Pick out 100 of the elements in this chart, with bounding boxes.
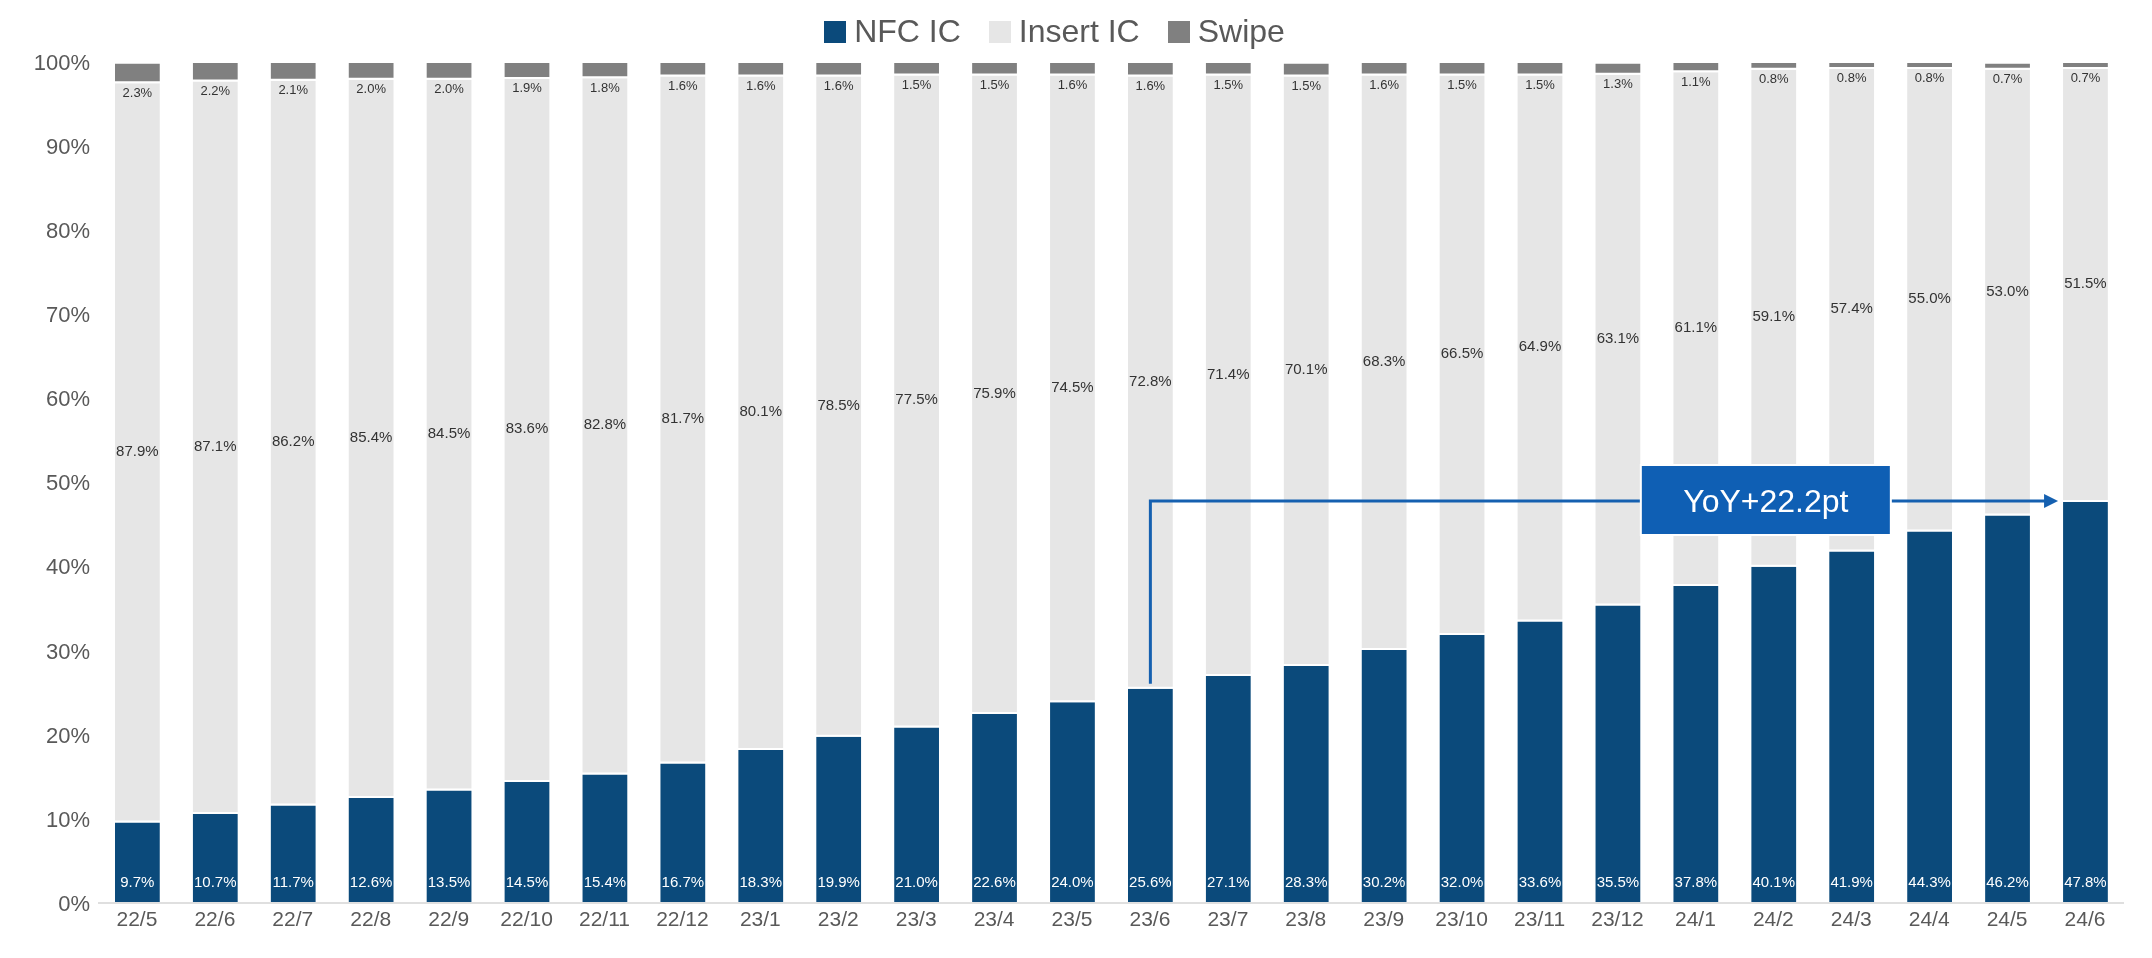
data-label: 2.3% [122,84,153,100]
data-label: 37.8% [1674,872,1718,890]
data-label: 87.1% [194,436,237,454]
data-label: 84.5% [427,424,471,442]
data-label: 82.8% [583,415,627,433]
data-label: 11.7% [272,872,314,890]
x-tick-label: 22/5 [116,906,158,930]
data-label: 22.6% [973,872,1016,890]
data-label: 0.7% [2070,70,2101,86]
y-tick-label: 100% [33,49,90,75]
x-tick-label: 23/3 [895,906,937,930]
data-label: 1.5% [979,77,1010,93]
y-tick-label: 0% [58,890,90,916]
x-tick-label: 23/9 [1363,906,1405,930]
data-label: 70.1% [1284,360,1328,378]
data-label: 51.5% [2064,274,2107,292]
data-label: 1.9% [512,80,543,96]
data-label: 74.5% [1051,377,1094,395]
x-tick-label: 24/2 [1752,906,1794,930]
data-label: 2.0% [434,81,465,97]
data-label: 46.2% [1986,872,2029,890]
legend-label: Swipe [1196,13,1285,50]
x-tick-label: 24/5 [1986,906,2028,930]
data-label: 71.4% [1207,364,1250,382]
y-tick-label: 10% [45,806,90,832]
data-label: 1.6% [1135,77,1166,93]
legend-label: Insert IC [1017,13,1140,50]
data-label: 0.8% [1914,70,1945,86]
data-label: 81.7% [661,408,705,426]
data-label: 1.5% [1447,77,1478,93]
y-tick-label: 40% [45,554,90,580]
x-tick-label: 23/4 [973,906,1015,930]
data-label: 59.1% [1752,307,1796,325]
x-tick-label: 24/4 [1908,906,1950,930]
data-label: 1.5% [1291,77,1322,93]
y-tick-label: 70% [45,302,90,328]
data-label: 2.0% [356,81,387,97]
data-label: 1.5% [1213,77,1244,93]
x-tick-label: 22/10 [500,906,553,930]
x-tick-label: 23/1 [739,906,781,930]
data-label: 25.6% [1129,872,1172,890]
data-label: 1.6% [745,77,777,93]
data-label: 55.0% [1908,289,1951,307]
y-tick-label: 20% [45,722,90,748]
data-label: 66.5% [1440,344,1484,362]
x-tick-label: 22/9 [428,906,470,930]
x-tick-label: 24/1 [1674,906,1716,930]
data-label: 21.0% [895,872,938,890]
data-label: 78.5% [817,395,860,413]
data-label: 15.4% [583,872,627,890]
data-label: 85.4% [349,427,393,445]
data-label: 33.6% [1518,872,1562,890]
data-label: 1.5% [1525,77,1556,93]
x-tick-label: 22/8 [350,906,392,930]
data-label: 44.3% [1908,872,1951,890]
data-label: 9.7% [120,872,155,890]
data-label: 63.1% [1596,329,1640,347]
data-label: 1.6% [668,77,699,93]
y-tick-label: 30% [45,638,90,664]
data-label: 53.0% [1986,281,2029,299]
data-label: 2.2% [200,82,231,98]
annotation: YoY+22.2pt [1683,483,1849,519]
data-label: 13.5% [427,872,471,890]
data-label: 1.6% [823,77,854,93]
data-label: 1.3% [1603,76,1634,92]
legend-label: NFC IC [853,13,961,50]
data-label: 86.2% [271,432,315,450]
data-label: 16.7% [661,872,705,890]
data-label: 28.3% [1284,872,1328,890]
data-label: 12.6% [349,872,393,890]
x-tick-label: 23/7 [1207,906,1249,930]
data-label: 0.8% [1758,71,1790,87]
data-label: 1.8% [590,79,621,95]
y-tick-label: 90% [45,133,90,159]
x-tick-label: 23/2 [817,906,859,930]
data-label: 83.6% [505,419,549,437]
data-label: 1.5% [901,77,932,93]
data-label: 0.8% [1836,70,1867,86]
x-tick-label: 23/6 [1129,906,1171,930]
data-label: 41.9% [1830,872,1873,890]
data-label: 24.0% [1051,872,1094,890]
data-label: 18.3% [739,872,783,890]
data-label: 64.9% [1518,337,1562,355]
data-label: 68.3% [1362,351,1406,369]
data-label: 57.4% [1830,299,1873,317]
data-label: 1.6% [1057,77,1088,93]
x-tick-label: 23/12 [1591,906,1644,930]
x-tick-label: 24/6 [2064,906,2106,930]
data-label: 35.5% [1596,872,1640,890]
data-label: 1.1% [1681,73,1712,89]
y-tick-label: 60% [45,386,90,412]
x-tick-label: 23/10 [1435,906,1488,930]
y-tick-label: 50% [45,470,90,496]
data-label: 40.1% [1752,872,1796,890]
data-label: 10.7% [194,872,237,890]
data-label: 19.9% [817,872,860,890]
x-tick-label: 22/11 [579,906,630,930]
data-label: 32.0% [1440,872,1484,890]
data-label: 1.6% [1369,77,1400,93]
data-label: 75.9% [973,383,1016,401]
